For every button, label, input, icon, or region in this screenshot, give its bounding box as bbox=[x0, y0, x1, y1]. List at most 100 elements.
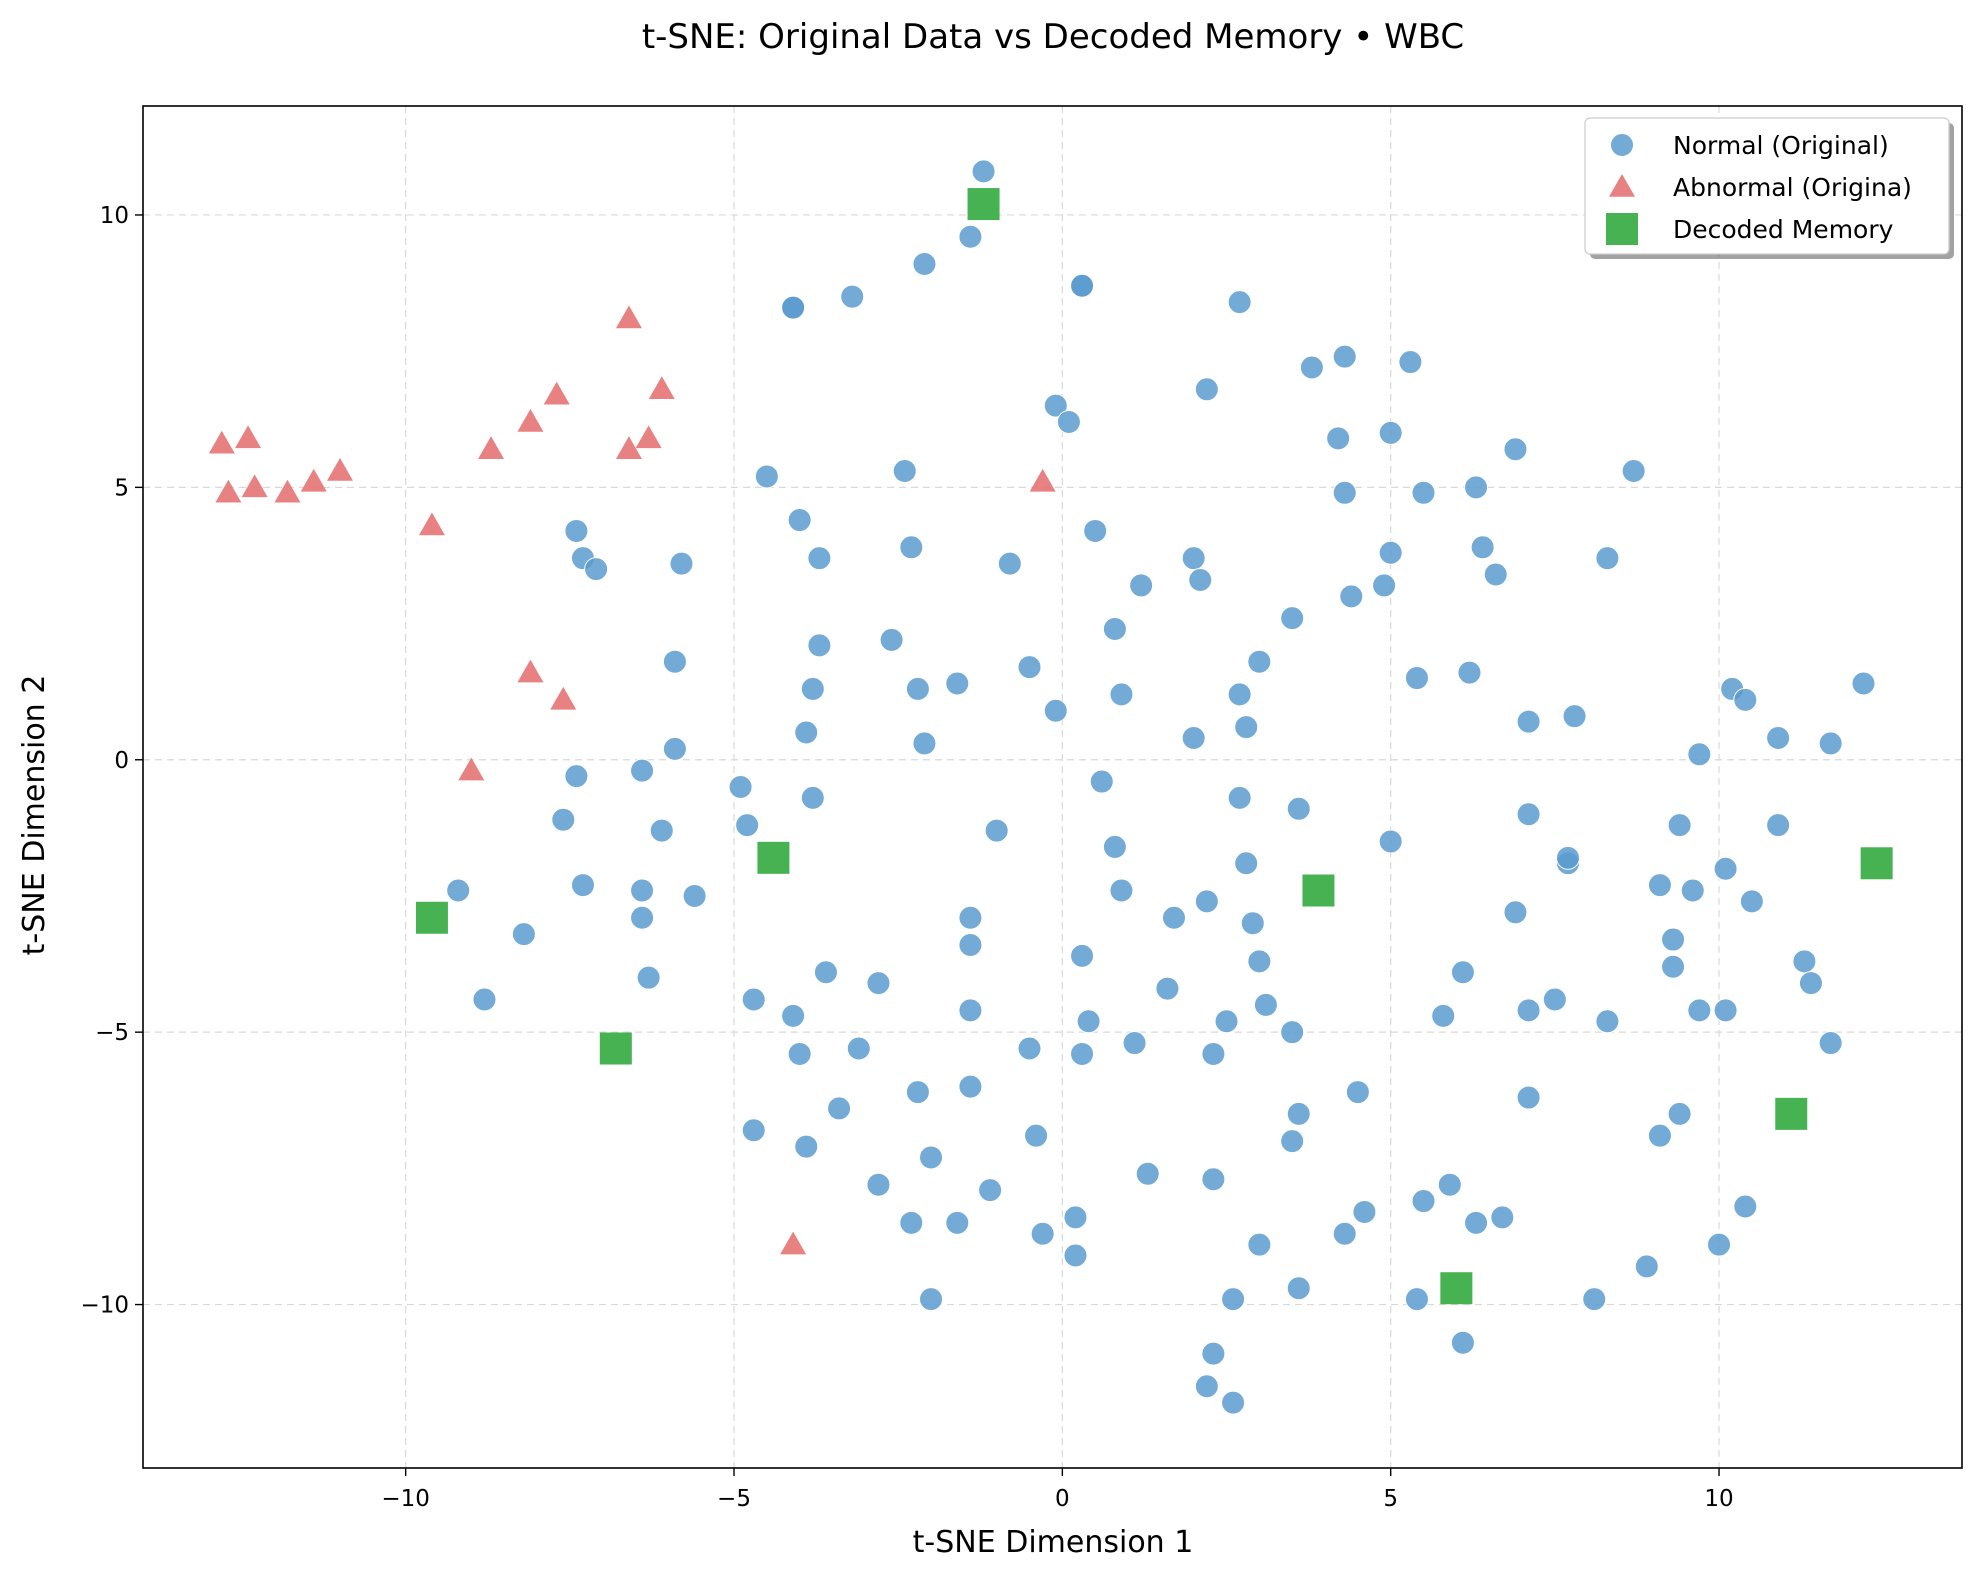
triangle-point bbox=[780, 1231, 807, 1255]
circle-point bbox=[1194, 377, 1219, 402]
circle-point bbox=[1286, 796, 1311, 821]
circle-point bbox=[446, 878, 471, 903]
circle-point bbox=[1030, 1221, 1055, 1246]
circle-point bbox=[1378, 829, 1403, 854]
circle-point bbox=[1247, 1232, 1272, 1257]
circle-point bbox=[551, 807, 576, 832]
circle-point bbox=[741, 987, 766, 1012]
circle-point bbox=[1411, 1189, 1436, 1214]
circle-point bbox=[1798, 971, 1823, 996]
circle-point bbox=[1562, 704, 1587, 729]
triangle-point bbox=[478, 436, 505, 459]
circle-point bbox=[1739, 889, 1764, 914]
legend-label: Abnormal (Origina) bbox=[1673, 173, 1912, 202]
circle-point bbox=[794, 720, 819, 745]
triangle-point bbox=[300, 468, 327, 492]
circle-point bbox=[1542, 987, 1567, 1012]
circle-point bbox=[1161, 905, 1186, 930]
circle-point bbox=[1043, 698, 1068, 723]
circle-point bbox=[1457, 660, 1482, 685]
circle-point bbox=[1555, 845, 1580, 870]
triangle-point bbox=[615, 436, 642, 459]
y-axis-label: t-SNE Dimension 2 bbox=[17, 675, 52, 956]
circle-point bbox=[1687, 742, 1712, 767]
circle-point bbox=[905, 1080, 930, 1105]
circle-point bbox=[511, 922, 536, 947]
legend-label: Normal (Original) bbox=[1673, 131, 1889, 160]
circle-point bbox=[1450, 1330, 1475, 1355]
triangle-point bbox=[543, 381, 570, 405]
circle-point bbox=[1129, 573, 1154, 598]
circle-point bbox=[735, 813, 760, 838]
circle-point bbox=[1398, 350, 1423, 375]
circle-point bbox=[1516, 709, 1541, 734]
square-point bbox=[757, 841, 790, 874]
circle-point bbox=[1332, 344, 1357, 369]
circle-point bbox=[1766, 813, 1791, 838]
circle-point bbox=[1595, 1009, 1620, 1034]
circle-point bbox=[1070, 943, 1095, 968]
circle-point bbox=[1063, 1205, 1088, 1230]
triangle-point bbox=[215, 479, 242, 503]
circle-point bbox=[1661, 954, 1686, 979]
circle-point bbox=[1503, 437, 1528, 462]
triangle-point bbox=[550, 686, 577, 710]
circle-point bbox=[945, 671, 970, 696]
circle-point bbox=[1713, 998, 1738, 1023]
circle-point bbox=[1647, 1123, 1672, 1148]
circle-point bbox=[866, 1172, 891, 1197]
circle-point bbox=[682, 883, 707, 908]
circle-point bbox=[1411, 480, 1436, 505]
square-point bbox=[1302, 874, 1335, 907]
circle-point bbox=[1089, 769, 1114, 794]
circle-point bbox=[1201, 1167, 1226, 1192]
circle-point bbox=[1240, 911, 1265, 936]
x-axis-label: t-SNE Dimension 1 bbox=[913, 1525, 1194, 1560]
circle-point bbox=[1404, 1287, 1429, 1312]
circle-point bbox=[1431, 1003, 1456, 1028]
circle-point bbox=[787, 508, 812, 533]
circle-point bbox=[958, 932, 983, 957]
circle-point bbox=[1437, 1172, 1462, 1197]
triangle-point bbox=[635, 425, 662, 449]
circle-point bbox=[1194, 889, 1219, 914]
triangle-point bbox=[648, 376, 675, 400]
circle-point bbox=[662, 736, 687, 761]
circle-point bbox=[1102, 834, 1127, 859]
series-circle bbox=[446, 159, 1876, 1415]
legend-square-marker bbox=[1606, 213, 1638, 245]
circle-point bbox=[1286, 1101, 1311, 1126]
x-tick-label: −10 bbox=[381, 1486, 430, 1512]
circle-point bbox=[794, 1134, 819, 1159]
square-point bbox=[1775, 1097, 1808, 1130]
circle-point bbox=[1516, 998, 1541, 1023]
circle-point bbox=[1667, 1101, 1692, 1126]
circle-point bbox=[1017, 655, 1042, 680]
circle-point bbox=[662, 649, 687, 674]
circle-point bbox=[1634, 1254, 1659, 1279]
circle-point bbox=[1227, 785, 1252, 810]
circle-point bbox=[564, 764, 589, 789]
circle-point bbox=[1102, 617, 1127, 642]
circle-point bbox=[1109, 878, 1134, 903]
circle-point bbox=[1503, 900, 1528, 925]
circle-point bbox=[1181, 546, 1206, 571]
circle-point bbox=[1621, 459, 1646, 484]
circle-point bbox=[945, 1210, 970, 1235]
circle-point bbox=[1247, 649, 1272, 674]
circle-point bbox=[800, 785, 825, 810]
grid-lines bbox=[143, 106, 1962, 1468]
circle-point bbox=[1733, 1194, 1758, 1219]
square-point bbox=[1860, 847, 1893, 880]
circle-point bbox=[1516, 1085, 1541, 1110]
circle-point bbox=[636, 965, 661, 990]
triangle-point bbox=[208, 430, 235, 454]
circle-point bbox=[827, 1096, 852, 1121]
circle-point bbox=[1713, 856, 1738, 881]
circle-point bbox=[1247, 949, 1272, 974]
circle-point bbox=[1345, 1080, 1370, 1105]
circle-point bbox=[1214, 1009, 1239, 1034]
circle-point bbox=[1733, 687, 1758, 712]
triangle-point bbox=[241, 474, 268, 498]
circle-point bbox=[1818, 731, 1843, 756]
